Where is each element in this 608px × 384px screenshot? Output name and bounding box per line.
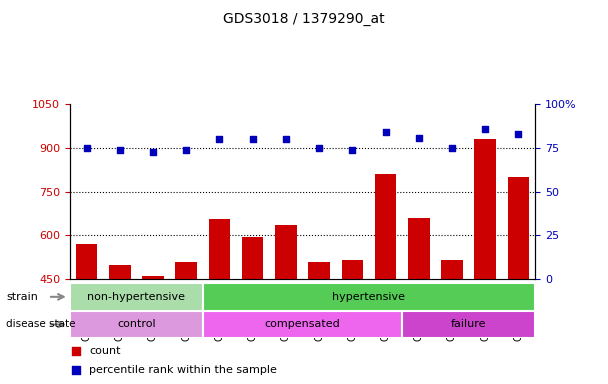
Text: hypertensive: hypertensive [333, 292, 406, 302]
Bar [402, 311, 535, 338]
Point [115, 147, 125, 153]
Point [347, 147, 357, 153]
Bar [209, 220, 230, 279]
Bar [76, 244, 97, 279]
Point [81, 145, 91, 151]
Point [181, 147, 191, 153]
Text: non-hypertensive: non-hypertensive [88, 292, 185, 302]
Bar [70, 283, 203, 311]
Point [248, 136, 258, 142]
Bar [109, 265, 131, 279]
Bar [175, 262, 197, 279]
Point [381, 129, 390, 136]
Bar [508, 177, 529, 279]
Point [281, 136, 291, 142]
Bar [308, 262, 330, 279]
Bar [375, 174, 396, 279]
Text: disease state: disease state [6, 319, 75, 329]
Bar [203, 283, 535, 311]
Point [480, 126, 490, 132]
Text: control: control [117, 319, 156, 329]
Bar [242, 237, 263, 279]
Text: percentile rank within the sample: percentile rank within the sample [89, 365, 277, 375]
Bar [342, 260, 363, 279]
Bar [203, 311, 402, 338]
Point [447, 145, 457, 151]
Bar [142, 276, 164, 279]
Text: strain: strain [6, 292, 38, 302]
Point [414, 134, 424, 141]
Bar [474, 139, 496, 279]
Point [514, 131, 523, 137]
Point [72, 348, 81, 354]
Point [148, 149, 158, 155]
Bar [441, 260, 463, 279]
Text: compensated: compensated [264, 319, 340, 329]
Text: GDS3018 / 1379290_at: GDS3018 / 1379290_at [223, 12, 385, 25]
Point [72, 367, 81, 373]
Text: failure: failure [451, 319, 486, 329]
Text: count: count [89, 346, 121, 356]
Bar [275, 225, 297, 279]
Bar [408, 218, 430, 279]
Point [314, 145, 324, 151]
Bar [70, 311, 203, 338]
Point [215, 136, 224, 142]
